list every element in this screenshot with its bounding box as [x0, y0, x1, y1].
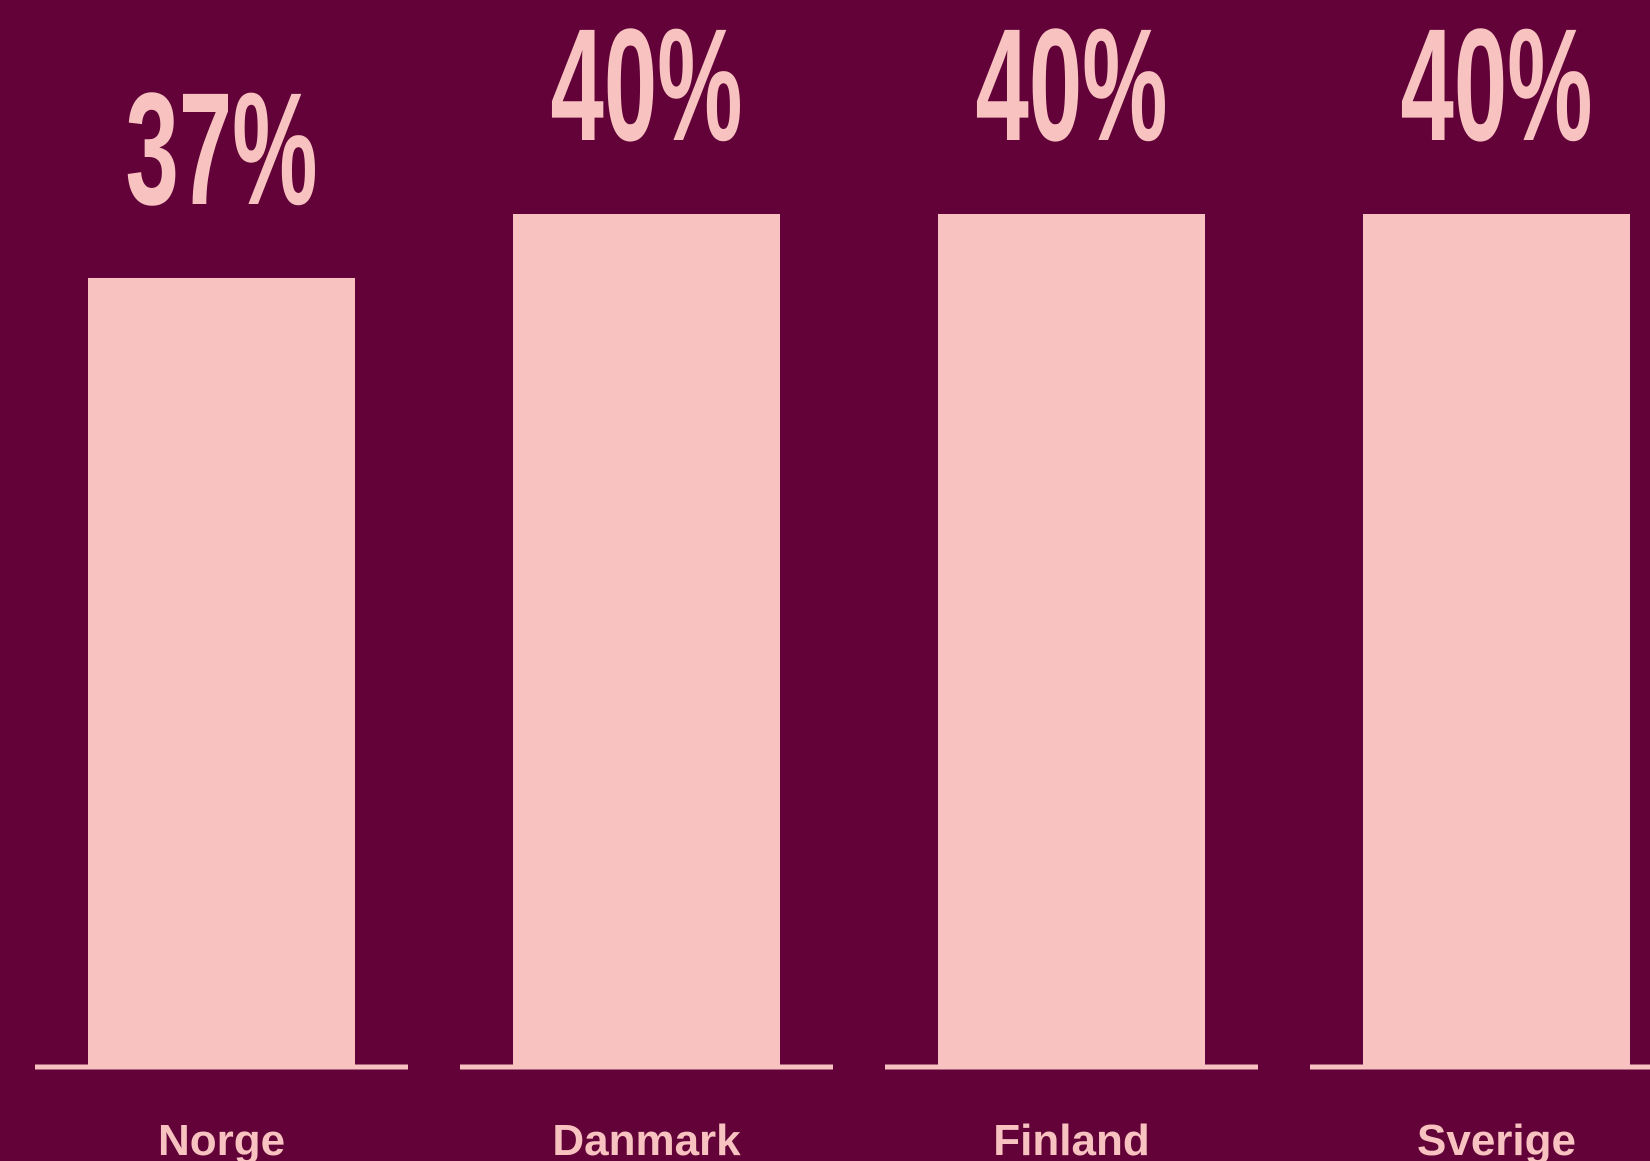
value-label: 40% — [551, 0, 743, 174]
value-label: 37% — [126, 59, 318, 238]
bar — [513, 214, 780, 1067]
category-label: Sverige — [1417, 1116, 1576, 1161]
value-label: 40% — [976, 0, 1168, 174]
value-label: 40% — [1401, 0, 1593, 174]
category-label: Finland — [993, 1116, 1149, 1161]
bar — [88, 277, 355, 1068]
bar — [938, 214, 1205, 1067]
bar — [1363, 214, 1630, 1067]
category-label: Norge — [158, 1116, 285, 1161]
category-label: Danmark — [552, 1116, 741, 1161]
